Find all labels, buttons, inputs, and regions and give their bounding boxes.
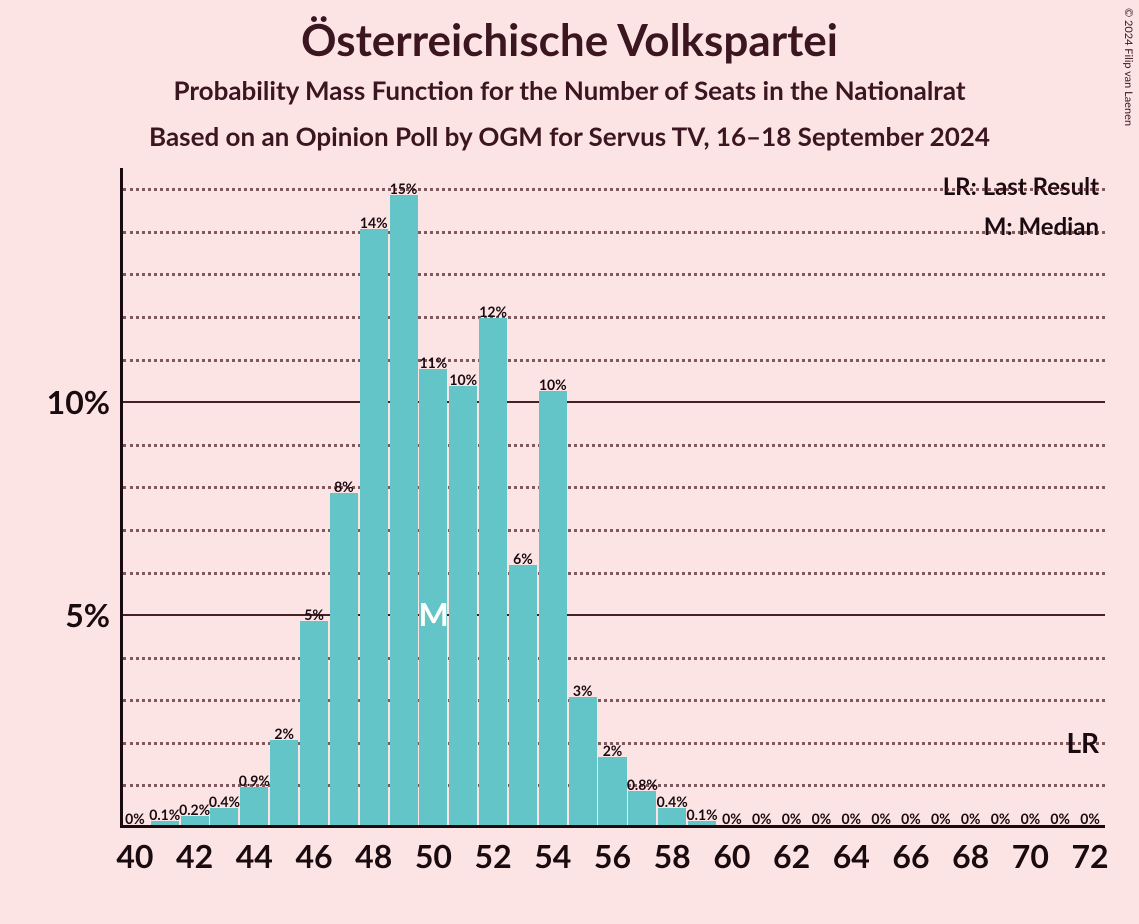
bar (598, 757, 626, 825)
gridline-minor (123, 316, 1105, 319)
y-tick-label: 5% (20, 595, 110, 634)
x-tick-label: 62 (762, 836, 822, 875)
bar (539, 391, 567, 825)
bar (509, 565, 537, 825)
bar-value-label: 0.8% (624, 776, 660, 793)
x-tick-label: 60 (702, 836, 762, 875)
x-tick-label: 70 (1001, 836, 1061, 875)
bar (390, 195, 418, 825)
gridline-minor (123, 657, 1105, 660)
legend-median: M: Median (984, 212, 1099, 241)
last-result-marker: LR (1066, 725, 1099, 759)
median-marker: M (418, 594, 448, 633)
gridline-minor (123, 444, 1105, 447)
bar (479, 318, 507, 825)
legend-last-result: LR: Last Result (943, 172, 1099, 201)
gridline-minor (123, 359, 1105, 362)
gridline-minor (123, 572, 1105, 575)
bar (240, 787, 268, 825)
bar-value-label: 0% (1072, 810, 1108, 827)
x-tick-label: 48 (344, 836, 404, 875)
bar (210, 808, 238, 825)
bar (449, 386, 477, 825)
gridline-minor (123, 231, 1105, 234)
bar-value-label: 10% (535, 376, 571, 393)
gridline-minor (123, 273, 1105, 276)
bar-value-label: 0.9% (236, 772, 272, 789)
gridline-minor (123, 486, 1105, 489)
bar-value-label: 8% (326, 478, 362, 495)
x-tick-label: 52 (463, 836, 523, 875)
bar-value-label: 14% (356, 214, 392, 231)
bar (658, 808, 686, 825)
bar (628, 791, 656, 825)
chart-subtitle-2: Based on an Opinion Poll by OGM for Serv… (0, 120, 1139, 152)
x-tick-label: 72 (1060, 836, 1120, 875)
x-tick-label: 64 (821, 836, 881, 875)
gridline-major (123, 614, 1105, 616)
x-tick-label: 42 (165, 836, 225, 875)
chart-title: Österreichische Volkspartei (0, 14, 1139, 66)
bar-value-label: 3% (565, 682, 601, 699)
y-tick-label: 10% (20, 382, 110, 421)
bar (569, 697, 597, 825)
y-axis-line (120, 168, 123, 828)
x-tick-label: 40 (105, 836, 165, 875)
x-tick-label: 44 (224, 836, 284, 875)
bar (270, 740, 298, 825)
bar-value-label: 2% (266, 725, 302, 742)
bar-value-label: 2% (595, 742, 631, 759)
bar (300, 621, 328, 825)
plot-area: LR: Last Result M: Median 5%10%404244464… (120, 168, 1105, 828)
chart-subtitle-1: Probability Mass Function for the Number… (0, 74, 1139, 106)
bar (330, 493, 358, 825)
bar-value-label: 0.4% (207, 793, 243, 810)
bar (360, 229, 388, 825)
gridline-minor (123, 529, 1105, 532)
gridline-minor (123, 188, 1105, 191)
x-tick-label: 56 (583, 836, 643, 875)
gridline-minor (123, 699, 1105, 702)
bar-value-label: 12% (475, 303, 511, 320)
gridline-major (123, 401, 1105, 403)
bar-value-label: 10% (445, 371, 481, 388)
x-tick-label: 68 (941, 836, 1001, 875)
x-tick-label: 66 (881, 836, 941, 875)
copyright-text: © 2024 Filip van Laenen (1122, 8, 1135, 126)
bar-value-label: 15% (386, 180, 422, 197)
x-tick-label: 58 (642, 836, 702, 875)
x-tick-label: 46 (284, 836, 344, 875)
x-tick-label: 54 (523, 836, 583, 875)
bar-value-label: 6% (505, 550, 541, 567)
bar-value-label: 5% (296, 606, 332, 623)
bar-value-label: 11% (415, 354, 451, 371)
x-tick-label: 50 (404, 836, 464, 875)
